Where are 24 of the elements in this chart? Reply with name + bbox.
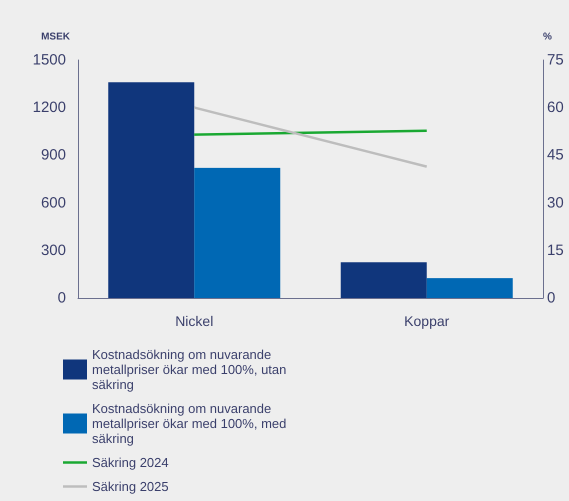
bar [340,262,427,298]
y-tick-label: 1500 [32,52,66,68]
y2-tick-label: 15 [547,242,564,259]
y2-tick-label: 60 [547,99,564,116]
y2-tick-label: 45 [547,146,564,164]
x-tick-label: Koppar [404,313,450,329]
y-tick-label: 600 [40,194,66,212]
bar [108,82,194,298]
legend-label: Säkring 2024 [92,455,169,470]
legend-label: Kostnadsökning om nuvarande metallpriser ökar med 100%, med säkring [92,401,290,446]
y-tick-label: 300 [40,242,66,259]
legend-label: Säkring 2025 [92,479,169,494]
y-tick-label: 900 [40,146,66,164]
bar [194,168,280,298]
y-tick-label: 1200 [32,99,66,116]
y2-axis-title: % [543,32,552,42]
y2-tick-label: 75 [547,52,564,68]
legend-label: Kostnadsökning om nuvarande metallpriser ökar med 100%, utan säkring [92,347,290,392]
y-axis-title: MSEK [41,32,71,42]
x-tick-label: Nickel [175,313,214,329]
y-tick-label: 0 [58,290,66,306]
y2-tick-label: 0 [547,290,556,306]
bar [426,278,513,298]
y2-tick-label: 30 [547,194,564,212]
